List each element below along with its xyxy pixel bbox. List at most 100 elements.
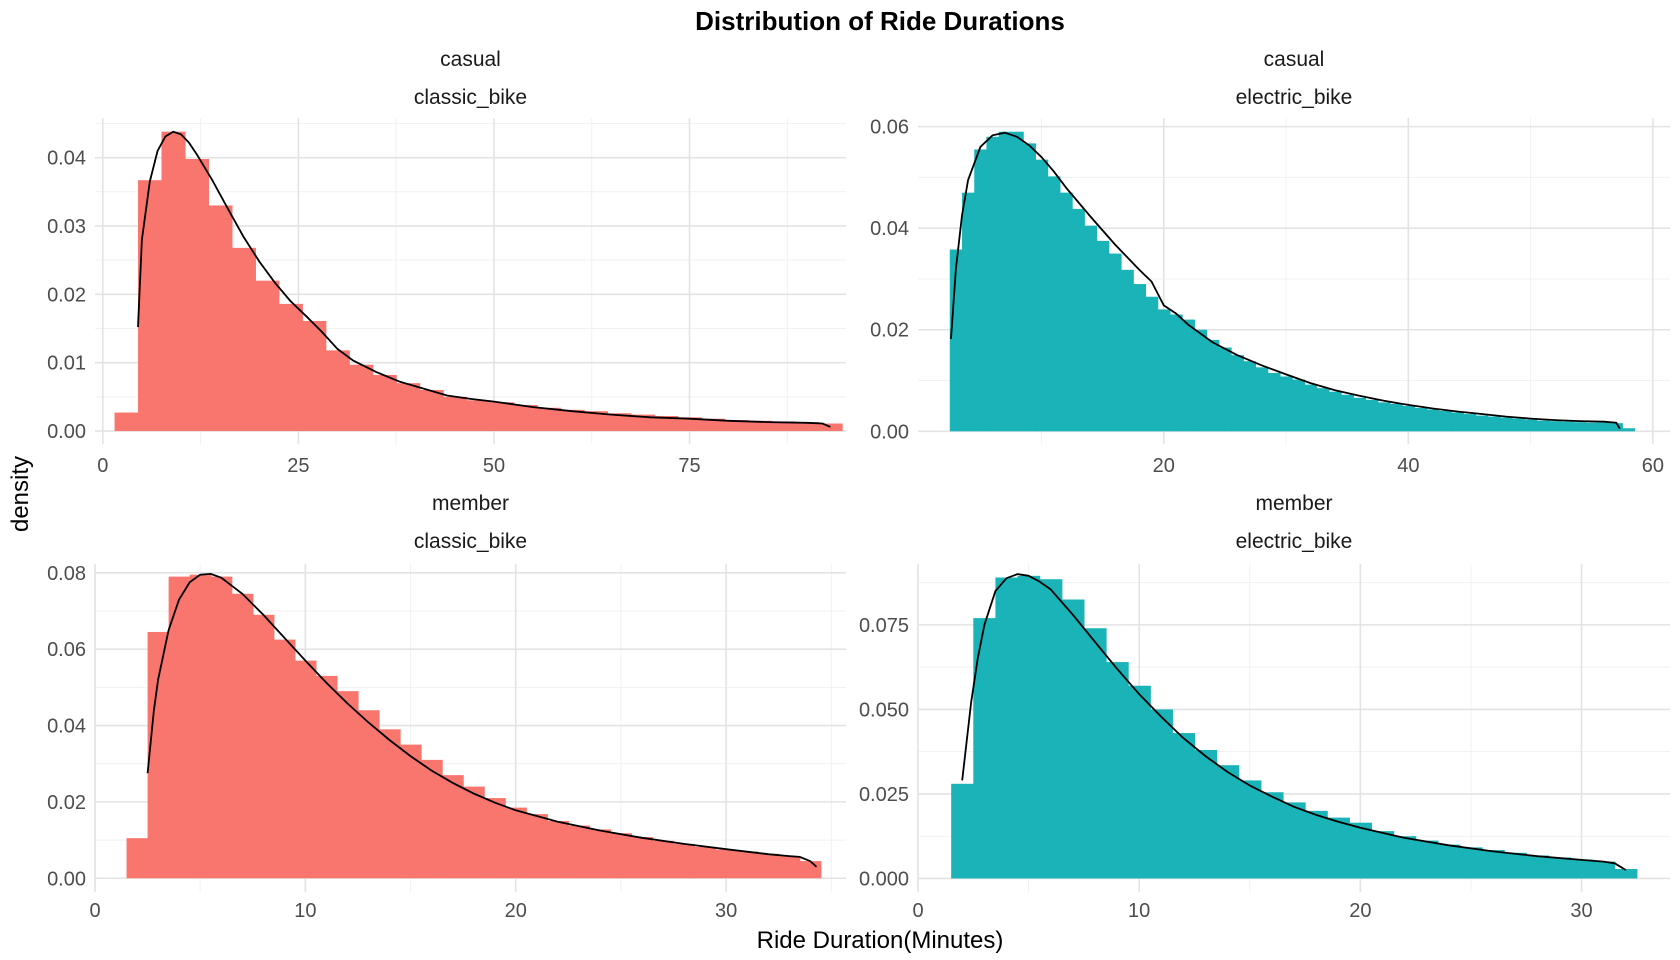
- y-tick-label: 0.06: [47, 639, 86, 661]
- histogram-bar: [1216, 765, 1240, 879]
- histogram-bar: [974, 149, 988, 432]
- histogram-bar: [536, 407, 562, 432]
- histogram-bar: [1059, 192, 1073, 432]
- histogram-bar: [1084, 225, 1098, 432]
- histogram-bar: [1414, 407, 1428, 432]
- histogram-bar: [1349, 822, 1373, 879]
- histogram-bar: [1072, 208, 1085, 432]
- density-curve: [137, 130, 831, 428]
- histogram-bar: [986, 136, 1000, 432]
- histogram-bar: [1304, 384, 1318, 432]
- histogram-bar: [1438, 410, 1452, 432]
- histogram-bar: [1371, 831, 1395, 879]
- histogram-bar: [701, 418, 726, 432]
- histogram-bar: [1206, 339, 1220, 432]
- y-tick-label: 0.04: [47, 148, 86, 170]
- histogram-bar: [1622, 428, 1636, 432]
- histogram-bar: [231, 247, 256, 432]
- histogram-bar: [1316, 388, 1330, 432]
- y-tick-label: 0.01: [47, 353, 86, 375]
- histogram-bar: [302, 320, 327, 432]
- histogram-bar: [1182, 319, 1195, 432]
- histogram-bar: [505, 807, 527, 879]
- strip-label-bike-type: classic_bike: [414, 86, 527, 109]
- facet-panels: casual classic_bike 0 25 50 75 0.00 0.01 0.02 0.0…: [47, 48, 1670, 922]
- histogram-bar: [1393, 836, 1417, 879]
- density-curve: [950, 131, 1621, 430]
- histogram-bar: [795, 422, 820, 432]
- x-tick-label: 0: [912, 900, 923, 922]
- histogram-bar: [677, 417, 702, 432]
- x-tick-label: 30: [1570, 900, 1592, 922]
- strip-label-bike-type: electric_bike: [1236, 86, 1353, 109]
- histogram-bar: [1106, 662, 1129, 879]
- histogram-bar: [568, 825, 590, 879]
- histogram-bar: [1504, 852, 1527, 879]
- histogram-bar: [1255, 367, 1269, 432]
- histogram-bar: [1194, 329, 1208, 432]
- histogram-bar: [799, 861, 822, 879]
- histogram-bar: [1035, 159, 1049, 432]
- histogram-bar: [1526, 855, 1549, 879]
- x-tick-label: 40: [1397, 455, 1419, 477]
- histogram-bar: [421, 759, 443, 879]
- histogram-bar: [252, 614, 275, 879]
- x-tick-label: 20: [1153, 455, 1175, 477]
- histogram-bar: [1238, 780, 1262, 879]
- histogram-bar: [184, 159, 210, 432]
- histogram-bar: [1426, 409, 1440, 432]
- facet-panel-2: casual electric_bike 20 40 60 0.00 0.02 0.04 0.0…: [870, 48, 1670, 477]
- histogram-bar: [1023, 143, 1036, 432]
- histogram-bar: [1010, 131, 1024, 432]
- histogram-bar: [547, 820, 569, 879]
- x-tick-label: 10: [294, 900, 316, 922]
- histogram-bar: [400, 744, 422, 879]
- strip-label-rider-type: casual: [440, 48, 501, 71]
- histogram-bar: [1267, 372, 1281, 432]
- histogram-bar: [1451, 412, 1464, 432]
- histogram-bar: [1614, 869, 1638, 879]
- histogram-bar: [419, 390, 444, 432]
- strip-label-rider-type: casual: [1264, 48, 1325, 71]
- histogram-bar: [490, 402, 515, 432]
- histogram-bar: [1402, 405, 1416, 432]
- histogram-bar: [484, 798, 506, 879]
- histogram-bar: [1047, 176, 1061, 432]
- histogram-bar: [1536, 420, 1550, 432]
- histogram-bar: [630, 414, 655, 432]
- histogram-bar: [1172, 733, 1196, 879]
- histogram-bar: [1487, 416, 1501, 432]
- histogram-bar: [1194, 749, 1218, 879]
- histogram-bar: [1610, 423, 1623, 432]
- histogram-bar: [1279, 376, 1293, 432]
- histogram-bar: [1592, 861, 1616, 879]
- histogram-bar: [724, 420, 749, 432]
- histogram-bar: [114, 412, 139, 432]
- y-tick-label: 0.000: [859, 868, 909, 890]
- histogram-bar: [1083, 628, 1107, 879]
- histogram-bar: [949, 249, 963, 432]
- y-tick-label: 0.050: [859, 699, 909, 721]
- histogram-bar: [1282, 802, 1306, 879]
- histogram-bar: [748, 420, 773, 432]
- histogram-bar: [442, 775, 464, 879]
- histogram-bar: [673, 843, 696, 879]
- strip-label-bike-type: classic_bike: [414, 530, 527, 553]
- histogram-bar: [1585, 422, 1599, 432]
- histogram-bar: [607, 413, 632, 432]
- histogram-bar: [396, 383, 421, 432]
- histogram-bar: [273, 639, 296, 879]
- x-axis-title: Ride Duration(Minutes): [757, 927, 1004, 954]
- histogram-bar: [998, 131, 1012, 432]
- y-tick-label: 0.00: [47, 421, 86, 443]
- density-curve: [961, 573, 1627, 871]
- y-tick-label: 0.00: [47, 868, 86, 890]
- facet-panel-3: member classic_bike 0 10 20 30 0.00 0.02 0.04 0.0…: [47, 492, 846, 922]
- histogram-bar: [995, 577, 1019, 879]
- x-tick-label: 0: [89, 900, 100, 922]
- histogram-bar: [1570, 859, 1594, 879]
- histogram-bar: [138, 180, 163, 432]
- y-tick-label: 0.025: [859, 784, 909, 806]
- histogram-bar: [1500, 417, 1513, 432]
